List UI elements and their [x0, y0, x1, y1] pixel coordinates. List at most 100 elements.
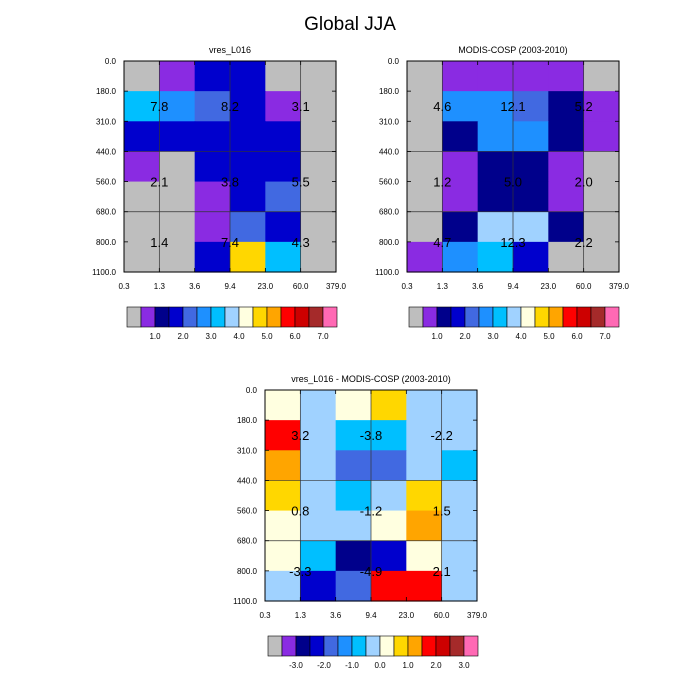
heatmap-cell	[371, 450, 407, 482]
heatmap-cell	[300, 181, 337, 213]
y-tick-label: 1100.0	[233, 597, 257, 606]
heatmap-cell	[407, 241, 443, 273]
heatmap-cell	[406, 510, 443, 542]
heatmap-cell	[441, 390, 478, 421]
x-tick-label: 379.0	[326, 282, 347, 291]
colorbar-swatch	[295, 635, 311, 657]
colorbar-swatch	[168, 306, 184, 328]
colorbar-label: 0.0	[374, 661, 386, 670]
y-tick-label: 1100.0	[92, 268, 116, 277]
heatmap-cell	[477, 151, 514, 183]
x-tick-label: 60.0	[293, 282, 309, 291]
heatmap-cell	[335, 540, 372, 572]
colorbar: 1.0 2.0 3.0 4.0 5.0 6.0 7.0	[408, 306, 620, 341]
heatmap-cell	[194, 121, 231, 153]
x-tick-label: 23.0	[258, 282, 274, 291]
colorbar-swatch	[463, 635, 479, 657]
colorbar-label: 5.0	[543, 332, 555, 341]
colorbar-swatch	[210, 306, 226, 328]
colorbar-swatch	[464, 306, 480, 328]
heatmap-cell	[194, 181, 231, 213]
heatmap-cell	[477, 121, 514, 153]
colorbar-swatch	[492, 306, 508, 328]
heatmap-cell	[442, 151, 479, 183]
colorbar-swatch	[407, 635, 423, 657]
heatmap-cell	[335, 510, 372, 542]
heatmap-cell	[477, 181, 514, 213]
colorbar-swatch	[252, 306, 268, 328]
y-tick-label: 440.0	[96, 147, 117, 156]
colorbar-swatch	[266, 306, 282, 328]
heatmap-cell	[407, 61, 443, 92]
y-tick-label: 180.0	[96, 87, 117, 96]
heatmap-cell	[371, 510, 407, 542]
heatmap-cell	[583, 91, 620, 122]
colorbar-swatch	[478, 306, 494, 328]
data-label: 4.3	[292, 235, 310, 250]
heatmap-cell	[194, 241, 231, 273]
x-tick-label: 9.4	[507, 282, 519, 291]
colorbar-swatch	[322, 306, 338, 328]
y-tick-label: 560.0	[237, 507, 258, 516]
colorbar-label: 2.0	[430, 661, 442, 670]
data-label: -3.3	[289, 564, 311, 579]
heatmap-cell	[335, 450, 372, 482]
panel-title: vres_L016 - MODIS-COSP (2003-2010)	[291, 374, 450, 384]
y-tick-label: 560.0	[379, 178, 400, 187]
heatmap-cell	[300, 540, 337, 572]
y-tick-label: 180.0	[379, 87, 400, 96]
heatmap-cell	[407, 121, 443, 153]
x-tick-label: 3.6	[189, 282, 201, 291]
heatmap-cell	[300, 450, 337, 482]
heatmap-cell	[124, 241, 160, 273]
x-tick-label: 379.0	[609, 282, 630, 291]
heatmap-cell	[194, 151, 231, 183]
colorbar-label: -3.0	[289, 661, 303, 670]
heatmap-cell	[513, 211, 549, 243]
colorbar-swatch	[422, 306, 438, 328]
heatmap-cell	[548, 121, 585, 153]
heatmap-cell	[406, 420, 443, 451]
y-tick-label: 800.0	[237, 567, 258, 576]
x-tick-label: 3.6	[330, 611, 342, 620]
colorbar-swatch	[562, 306, 578, 328]
y-tick-label: 310.0	[237, 446, 258, 455]
main-title: Global JJA	[304, 14, 396, 35]
heatmap-cell	[194, 211, 231, 243]
colorbar-label: 1.0	[431, 332, 443, 341]
data-label: 7.8	[150, 99, 168, 114]
y-tick-label: 680.0	[379, 208, 400, 217]
colorbar-swatch	[337, 635, 353, 657]
data-label: 1.4	[150, 235, 168, 250]
heatmap-cell	[583, 61, 620, 92]
colorbar-label: 7.0	[599, 332, 611, 341]
colorbar-label: 3.0	[458, 661, 470, 670]
colorbar-label: 4.0	[515, 332, 527, 341]
y-tick-label: 680.0	[96, 208, 117, 217]
colorbar: 1.0 2.0 3.0 4.0 5.0 6.0 7.0	[126, 306, 338, 341]
heatmap-cell	[300, 510, 337, 542]
heatmap-cell	[265, 61, 302, 92]
y-tick-label: 0.0	[105, 57, 117, 66]
heatmap-cell	[300, 91, 337, 122]
data-label: 5.5	[292, 175, 310, 190]
heatmap-cell	[230, 61, 266, 92]
colorbar-swatch	[408, 306, 424, 328]
heatmap-cell	[124, 121, 160, 153]
heatmap-cell	[300, 211, 337, 243]
heatmap-cell	[441, 420, 478, 451]
colorbar-swatch	[140, 306, 156, 328]
colorbar-swatch	[421, 635, 437, 657]
colorbar-swatch	[520, 306, 536, 328]
heatmap-cell	[265, 450, 301, 482]
x-tick-label: 23.0	[399, 611, 415, 620]
heatmap-cell	[124, 151, 160, 183]
heatmap-cell	[513, 151, 549, 183]
data-label: 3.8	[221, 175, 239, 190]
heatmap-cell	[265, 181, 302, 213]
heatmap-cell	[159, 121, 196, 153]
heatmap-cell	[230, 121, 266, 153]
heatmap-cell	[300, 61, 337, 92]
heatmap-cell	[159, 91, 196, 122]
heatmap-cell	[406, 570, 443, 602]
